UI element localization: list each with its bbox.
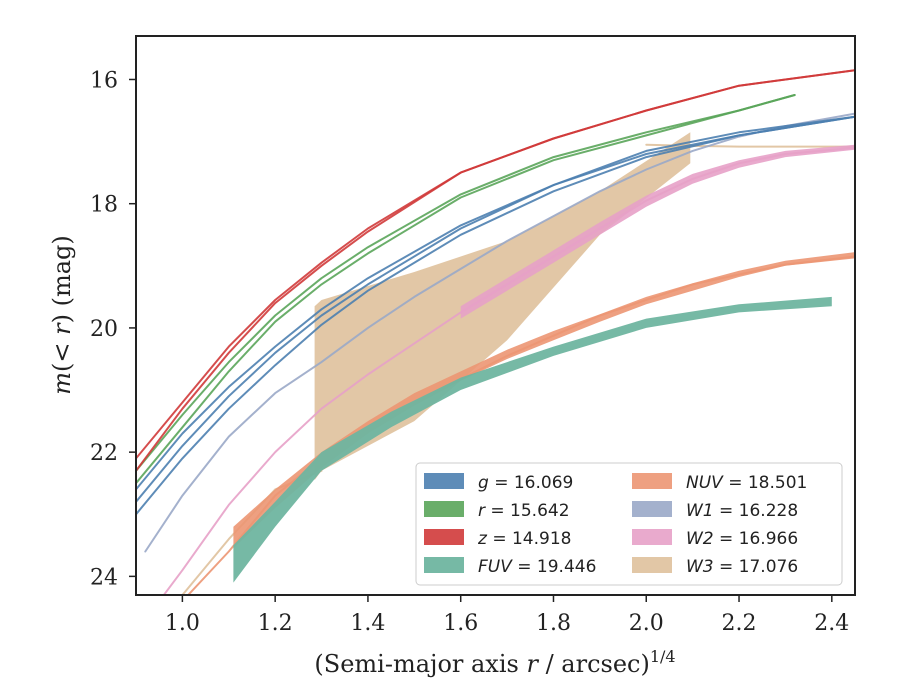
band-fuv bbox=[233, 296, 832, 583]
legend-swatch bbox=[424, 501, 464, 517]
x-tick-label: 1.2 bbox=[258, 611, 293, 636]
legend-swatch bbox=[632, 501, 672, 517]
x-axis-title: (Semi-major axis r / arcsec)1/4 bbox=[314, 647, 675, 678]
legend-item-fuv: FUV = 19.446 bbox=[424, 557, 596, 577]
x-tick-label: 2.0 bbox=[629, 611, 664, 636]
y-tick-label: 20 bbox=[90, 317, 118, 342]
line-g bbox=[136, 115, 855, 516]
y-tick-label: 22 bbox=[90, 441, 118, 466]
legend-swatch bbox=[424, 529, 464, 545]
legend-label: z = 14.918 bbox=[477, 529, 571, 549]
y-tick-label: 24 bbox=[90, 565, 118, 590]
series-fuv bbox=[233, 296, 832, 583]
x-tick-label: 1.8 bbox=[536, 611, 571, 636]
band-w3 bbox=[314, 132, 691, 481]
series-w2 bbox=[162, 144, 855, 595]
legend-item-w1: W1 = 16.228 bbox=[632, 501, 798, 521]
legend-swatch bbox=[632, 473, 672, 489]
legend-swatch bbox=[424, 557, 464, 573]
legend: g = 16.069 r = 15.642 z = 14.918 FUV = 19.4… bbox=[415, 462, 843, 586]
legend-label: NUV = 18.501 bbox=[686, 473, 807, 493]
y-axis-title: m(< r) (mag) bbox=[48, 235, 76, 395]
legend-swatch bbox=[632, 557, 672, 573]
x-tick-label: 1.4 bbox=[350, 611, 385, 636]
line-r bbox=[136, 94, 796, 485]
series-g bbox=[136, 115, 855, 516]
line-w2 bbox=[162, 146, 855, 595]
legend-item-r: r = 15.642 bbox=[424, 501, 570, 521]
legend-item-z: z = 14.918 bbox=[424, 529, 571, 549]
x-tick-label: 2.2 bbox=[722, 611, 757, 636]
y-tick-label: 16 bbox=[90, 68, 118, 93]
legend-label: W3 = 17.076 bbox=[686, 557, 798, 577]
legend-label: W1 = 16.228 bbox=[686, 501, 798, 521]
legend-swatch bbox=[632, 529, 672, 545]
legend-item-g: g = 16.069 bbox=[424, 473, 573, 493]
x-axis: 1.0 1.2 1.4 1.6 1.8 2.0 2.2 2.4 bbox=[165, 595, 849, 636]
legend-frame bbox=[415, 462, 843, 586]
legend-label: r = 15.642 bbox=[478, 501, 570, 521]
series-layer bbox=[136, 69, 855, 595]
series-w1 bbox=[144, 112, 855, 553]
x-tick-label: 1.0 bbox=[165, 611, 200, 636]
line-g bbox=[136, 115, 855, 491]
y-tick-label: 18 bbox=[90, 193, 118, 218]
legend-swatch bbox=[424, 473, 464, 489]
legend-label: W2 = 16.966 bbox=[686, 529, 798, 549]
plot-frame bbox=[135, 35, 856, 596]
line-z bbox=[136, 69, 855, 460]
line-r bbox=[136, 94, 796, 472]
line-w1 bbox=[144, 112, 855, 553]
legend-label: FUV = 19.446 bbox=[478, 557, 596, 577]
legend-label: g = 16.069 bbox=[478, 473, 573, 493]
x-tick-label: 1.6 bbox=[443, 611, 478, 636]
x-tick-label: 2.4 bbox=[814, 611, 849, 636]
legend-item-w2: W2 = 16.966 bbox=[632, 529, 798, 549]
y-axis: 16 18 20 22 24 bbox=[90, 68, 136, 590]
series-r bbox=[136, 94, 796, 485]
legend-item-nuv: NUV = 18.501 bbox=[632, 473, 807, 493]
legend-item-w3: W3 = 17.076 bbox=[632, 557, 798, 577]
series-z bbox=[136, 69, 855, 472]
line-g bbox=[136, 115, 855, 503]
